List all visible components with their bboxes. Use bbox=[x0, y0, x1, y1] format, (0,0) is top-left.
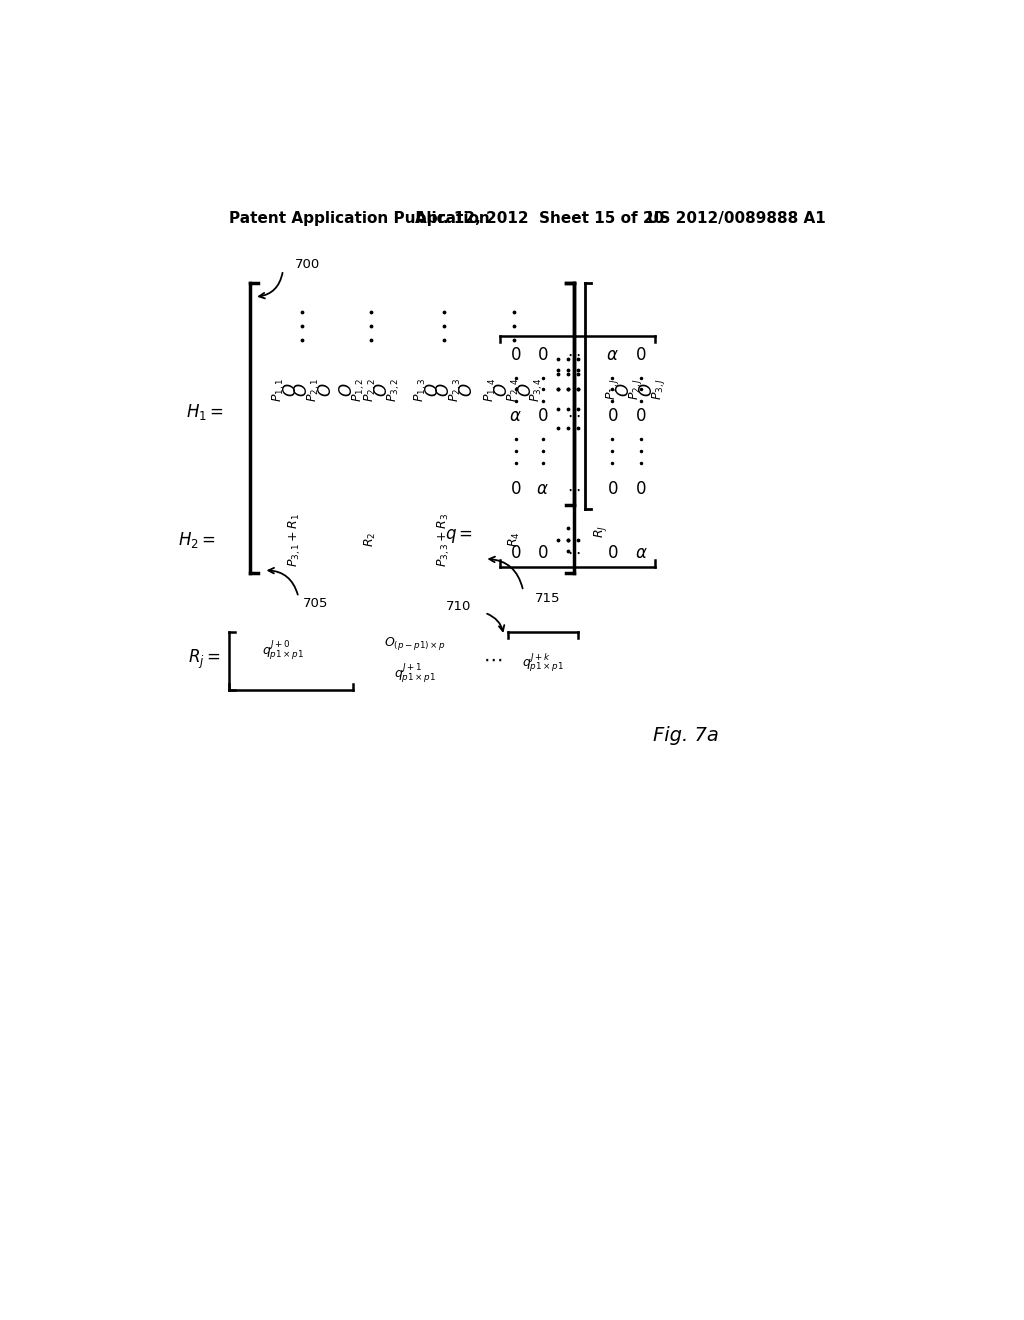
Text: $O$: $O$ bbox=[293, 383, 311, 396]
Text: $O$: $O$ bbox=[516, 383, 535, 396]
Text: US 2012/0089888 A1: US 2012/0089888 A1 bbox=[647, 211, 826, 226]
Text: $0$: $0$ bbox=[537, 408, 548, 425]
Text: $q^{J+0}_{p1\times p1}$: $q^{J+0}_{p1\times p1}$ bbox=[262, 639, 304, 663]
Text: $0$: $0$ bbox=[635, 408, 647, 425]
Text: $O$: $O$ bbox=[638, 383, 656, 396]
Text: $\cdots$: $\cdots$ bbox=[482, 649, 502, 668]
Text: $0$: $0$ bbox=[510, 346, 521, 364]
Text: $q^{J+1}_{p1\times p1}$: $q^{J+1}_{p1\times p1}$ bbox=[393, 663, 436, 686]
Text: $O$: $O$ bbox=[373, 383, 391, 396]
Text: $P_{2,4}$: $P_{2,4}$ bbox=[506, 378, 522, 401]
Text: $O$: $O$ bbox=[459, 383, 476, 396]
Text: $0$: $0$ bbox=[537, 544, 548, 561]
Text: $R_J$: $R_J$ bbox=[592, 525, 609, 539]
Text: $0$: $0$ bbox=[635, 480, 647, 499]
Text: $O$: $O$ bbox=[282, 383, 300, 396]
Text: Fig. 7a: Fig. 7a bbox=[653, 726, 719, 746]
Text: $q^{J+k}_{p1\times p1}$: $q^{J+k}_{p1\times p1}$ bbox=[521, 651, 563, 675]
Text: $\alpha$: $\alpha$ bbox=[606, 346, 618, 364]
Text: $\cdot\cdot$: $\cdot\cdot$ bbox=[566, 408, 581, 425]
Text: $0$: $0$ bbox=[606, 408, 618, 425]
Text: $R_2$: $R_2$ bbox=[364, 532, 378, 548]
Text: Sheet 15 of 20: Sheet 15 of 20 bbox=[539, 211, 664, 226]
Text: $O$: $O$ bbox=[435, 383, 454, 396]
Text: Patent Application Publication: Patent Application Publication bbox=[228, 211, 489, 226]
Text: $0$: $0$ bbox=[606, 544, 618, 561]
Text: $\cdot\cdot$: $\cdot\cdot$ bbox=[566, 346, 581, 364]
Text: $P_{1,4}$: $P_{1,4}$ bbox=[482, 378, 499, 401]
Text: 700: 700 bbox=[295, 259, 319, 271]
Text: 705: 705 bbox=[302, 597, 328, 610]
Text: $O$: $O$ bbox=[338, 383, 356, 396]
Text: $P_{2,2}$: $P_{2,2}$ bbox=[362, 378, 379, 401]
Text: $\alpha$: $\alpha$ bbox=[635, 544, 647, 561]
Text: $P_{2,J}$: $P_{2,J}$ bbox=[627, 379, 644, 400]
Text: $\alpha$: $\alpha$ bbox=[537, 480, 549, 499]
Text: $\cdot\cdot$: $\cdot\cdot$ bbox=[566, 480, 581, 499]
Text: $P_{1,1}$: $P_{1,1}$ bbox=[271, 378, 288, 401]
Text: $\cdot\cdot$: $\cdot\cdot$ bbox=[566, 544, 581, 561]
Text: $R_4$: $R_4$ bbox=[507, 532, 521, 548]
Text: $O$: $O$ bbox=[615, 383, 633, 396]
Text: $P_{2,1}$: $P_{2,1}$ bbox=[306, 378, 323, 401]
Text: $0$: $0$ bbox=[510, 480, 521, 499]
Text: $P_{2,3}$: $P_{2,3}$ bbox=[447, 378, 464, 401]
Text: $O_{(p-p1)\times p}$: $O_{(p-p1)\times p}$ bbox=[384, 635, 445, 652]
Text: $0$: $0$ bbox=[537, 346, 548, 364]
Text: $P_{1,2}$: $P_{1,2}$ bbox=[351, 378, 368, 401]
Text: $P_{1,J}$: $P_{1,J}$ bbox=[604, 379, 621, 400]
Text: $P_{3,J}$: $P_{3,J}$ bbox=[650, 379, 668, 400]
Text: $H_1=$: $H_1=$ bbox=[185, 403, 223, 422]
Text: $O$: $O$ bbox=[494, 383, 511, 396]
Text: $R_j=$: $R_j=$ bbox=[188, 647, 221, 671]
Text: $\alpha$: $\alpha$ bbox=[509, 408, 522, 425]
Text: 710: 710 bbox=[445, 601, 471, 612]
Text: $P_{3,2}$: $P_{3,2}$ bbox=[386, 378, 402, 401]
Text: $O$: $O$ bbox=[424, 383, 441, 396]
Text: Apr. 12, 2012: Apr. 12, 2012 bbox=[415, 211, 528, 226]
Text: 715: 715 bbox=[535, 593, 560, 606]
Text: $P_{3,1}+R_1$: $P_{3,1}+R_1$ bbox=[287, 512, 303, 566]
Text: $O$: $O$ bbox=[316, 383, 335, 396]
Text: $0$: $0$ bbox=[606, 480, 618, 499]
Text: $0$: $0$ bbox=[635, 346, 647, 364]
Text: $0$: $0$ bbox=[510, 544, 521, 561]
Text: $P_{3,4}$: $P_{3,4}$ bbox=[529, 378, 546, 401]
Text: $H_2=$: $H_2=$ bbox=[178, 529, 216, 549]
Text: $q=$: $q=$ bbox=[445, 527, 473, 545]
Text: $P_{1,3}$: $P_{1,3}$ bbox=[413, 378, 429, 401]
Text: $P_{3,3}+R_3$: $P_{3,3}+R_3$ bbox=[436, 512, 453, 566]
